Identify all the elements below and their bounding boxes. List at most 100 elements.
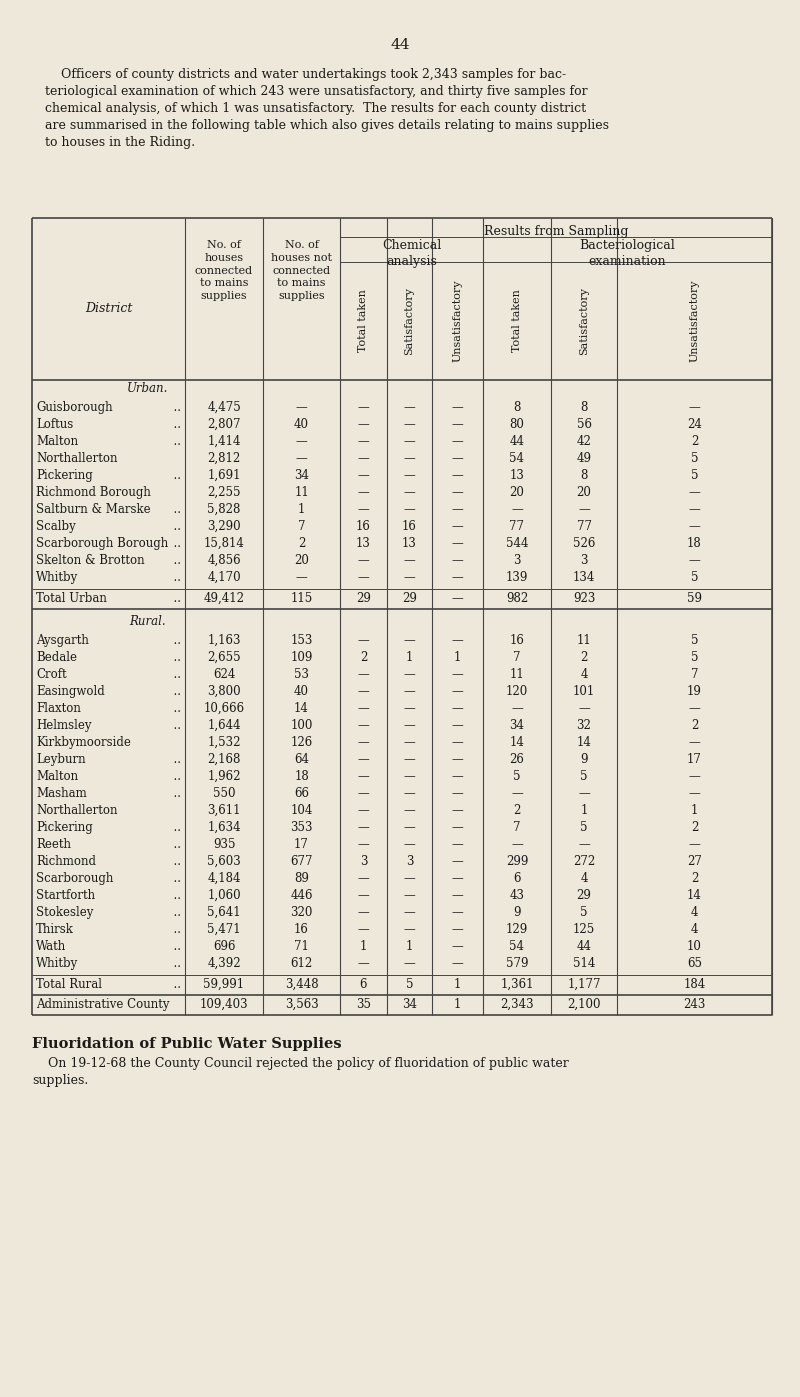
Text: Pickering: Pickering [36, 469, 93, 482]
Text: Total taken: Total taken [512, 289, 522, 352]
Text: 5,641: 5,641 [207, 907, 241, 919]
Text: 42: 42 [577, 434, 591, 448]
Text: 4: 4 [690, 923, 698, 936]
Text: 2,343: 2,343 [500, 997, 534, 1011]
Text: 8: 8 [580, 469, 588, 482]
Text: ..: .. [166, 685, 181, 698]
Text: —: — [358, 685, 370, 698]
Text: Aysgarth: Aysgarth [36, 634, 89, 647]
Text: 3: 3 [406, 855, 414, 868]
Text: 2,100: 2,100 [567, 997, 601, 1011]
Text: 19: 19 [687, 685, 702, 698]
Text: 18: 18 [294, 770, 309, 782]
Text: 134: 134 [573, 571, 595, 584]
Text: —: — [404, 888, 415, 902]
Text: 1: 1 [691, 805, 698, 817]
Text: 3: 3 [580, 555, 588, 567]
Text: —: — [511, 838, 523, 851]
Text: —: — [452, 770, 463, 782]
Text: —: — [452, 957, 463, 970]
Text: —: — [452, 503, 463, 515]
Text: 1: 1 [580, 805, 588, 817]
Text: 1: 1 [406, 651, 413, 664]
Text: 1,163: 1,163 [207, 634, 241, 647]
Text: —: — [689, 401, 700, 414]
Text: 3: 3 [360, 855, 367, 868]
Text: 53: 53 [294, 668, 309, 680]
Text: Richmond: Richmond [36, 855, 96, 868]
Text: 32: 32 [577, 719, 591, 732]
Text: —: — [452, 486, 463, 499]
Text: ..: .. [166, 978, 181, 990]
Text: 8: 8 [514, 401, 521, 414]
Text: —: — [404, 418, 415, 432]
Text: ..: .. [166, 753, 181, 766]
Text: —: — [404, 685, 415, 698]
Text: Masham: Masham [36, 787, 86, 800]
Text: —: — [452, 872, 463, 886]
Text: ..: .. [166, 923, 181, 936]
Text: 29: 29 [577, 888, 591, 902]
Text: —: — [452, 719, 463, 732]
Text: 5: 5 [690, 634, 698, 647]
Text: ..: .. [166, 907, 181, 919]
Text: 17: 17 [294, 838, 309, 851]
Text: 129: 129 [506, 923, 528, 936]
Text: Croft: Croft [36, 668, 66, 680]
Text: ..: .. [166, 536, 181, 550]
Text: 1,691: 1,691 [207, 469, 241, 482]
Text: 4: 4 [690, 907, 698, 919]
Text: 44: 44 [577, 940, 591, 953]
Text: 935: 935 [213, 838, 235, 851]
Text: 35: 35 [356, 997, 371, 1011]
Text: —: — [296, 434, 307, 448]
Text: 2: 2 [298, 536, 305, 550]
Text: 34: 34 [294, 469, 309, 482]
Text: 10,666: 10,666 [203, 703, 245, 715]
Text: 29: 29 [402, 592, 417, 605]
Text: 5,471: 5,471 [207, 923, 241, 936]
Text: 77: 77 [510, 520, 525, 534]
Text: ..: .. [166, 520, 181, 534]
Text: 139: 139 [506, 571, 528, 584]
Text: 11: 11 [577, 634, 591, 647]
Text: —: — [296, 401, 307, 414]
Text: 446: 446 [290, 888, 313, 902]
Text: —: — [578, 703, 590, 715]
Text: —: — [404, 469, 415, 482]
Text: —: — [358, 503, 370, 515]
Text: —: — [404, 634, 415, 647]
Text: 2: 2 [360, 651, 367, 664]
Text: —: — [404, 736, 415, 749]
Text: —: — [452, 469, 463, 482]
Text: are summarised in the following table which also gives details relating to mains: are summarised in the following table wh… [45, 119, 609, 131]
Text: 101: 101 [573, 685, 595, 698]
Text: —: — [452, 736, 463, 749]
Text: 243: 243 [683, 997, 706, 1011]
Text: —: — [358, 907, 370, 919]
Text: 1: 1 [360, 940, 367, 953]
Text: 1: 1 [454, 651, 461, 664]
Text: 1,177: 1,177 [567, 978, 601, 990]
Text: 982: 982 [506, 592, 528, 605]
Text: Whitby: Whitby [36, 571, 78, 584]
Text: —: — [511, 703, 523, 715]
Text: 65: 65 [687, 957, 702, 970]
Text: 24: 24 [687, 418, 702, 432]
Text: —: — [452, 923, 463, 936]
Text: ..: .. [166, 418, 181, 432]
Text: —: — [404, 486, 415, 499]
Text: —: — [452, 668, 463, 680]
Text: 1: 1 [454, 997, 461, 1011]
Text: Flaxton: Flaxton [36, 703, 81, 715]
Text: —: — [511, 787, 523, 800]
Text: —: — [404, 923, 415, 936]
Text: —: — [578, 838, 590, 851]
Text: 2,255: 2,255 [207, 486, 241, 499]
Text: 1,414: 1,414 [207, 434, 241, 448]
Text: 5: 5 [690, 453, 698, 465]
Text: ..: .. [166, 855, 181, 868]
Text: 2: 2 [514, 805, 521, 817]
Text: Total taken: Total taken [358, 289, 369, 352]
Text: 153: 153 [290, 634, 313, 647]
